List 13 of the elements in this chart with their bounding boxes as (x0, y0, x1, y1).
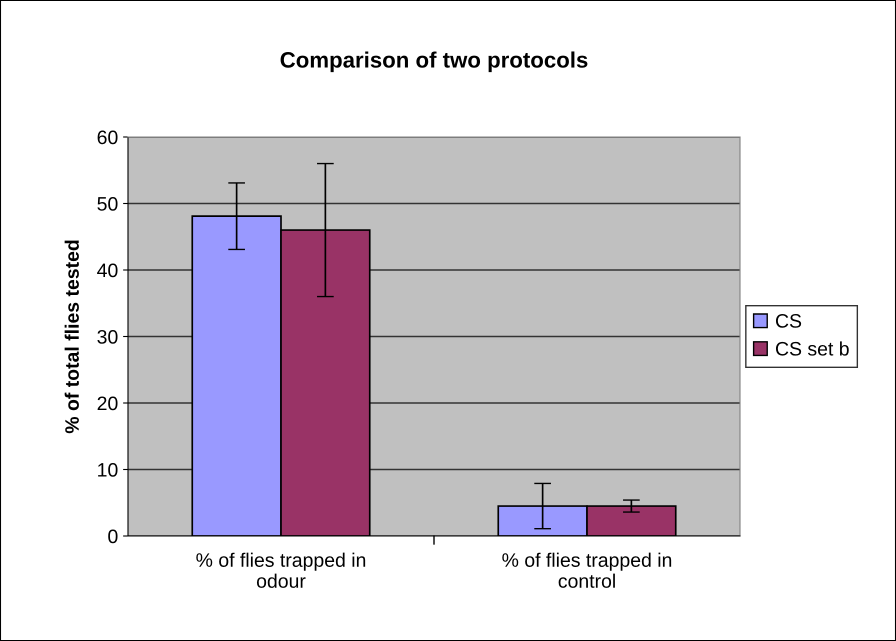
legend-label: CS (776, 314, 802, 328)
y-tick-label: 10 (98, 462, 118, 477)
chart-title: Comparison of two protocols (280, 51, 588, 72)
y-tick-label: 50 (97, 196, 118, 211)
legend-label: CS set b (776, 341, 849, 356)
y-tick-label: 60 (98, 130, 118, 144)
y-tick-label: 0 (108, 529, 118, 544)
x-tick-label: % of flies trapped in control (502, 552, 672, 588)
y-axis-title: % of total flies tested (64, 240, 79, 434)
y-tick-label: 40 (97, 263, 118, 278)
y-tick-label: 20 (98, 396, 118, 410)
x-tick-label: % of flies trapped in odour (196, 552, 366, 588)
y-tick-label: 30 (97, 330, 118, 344)
